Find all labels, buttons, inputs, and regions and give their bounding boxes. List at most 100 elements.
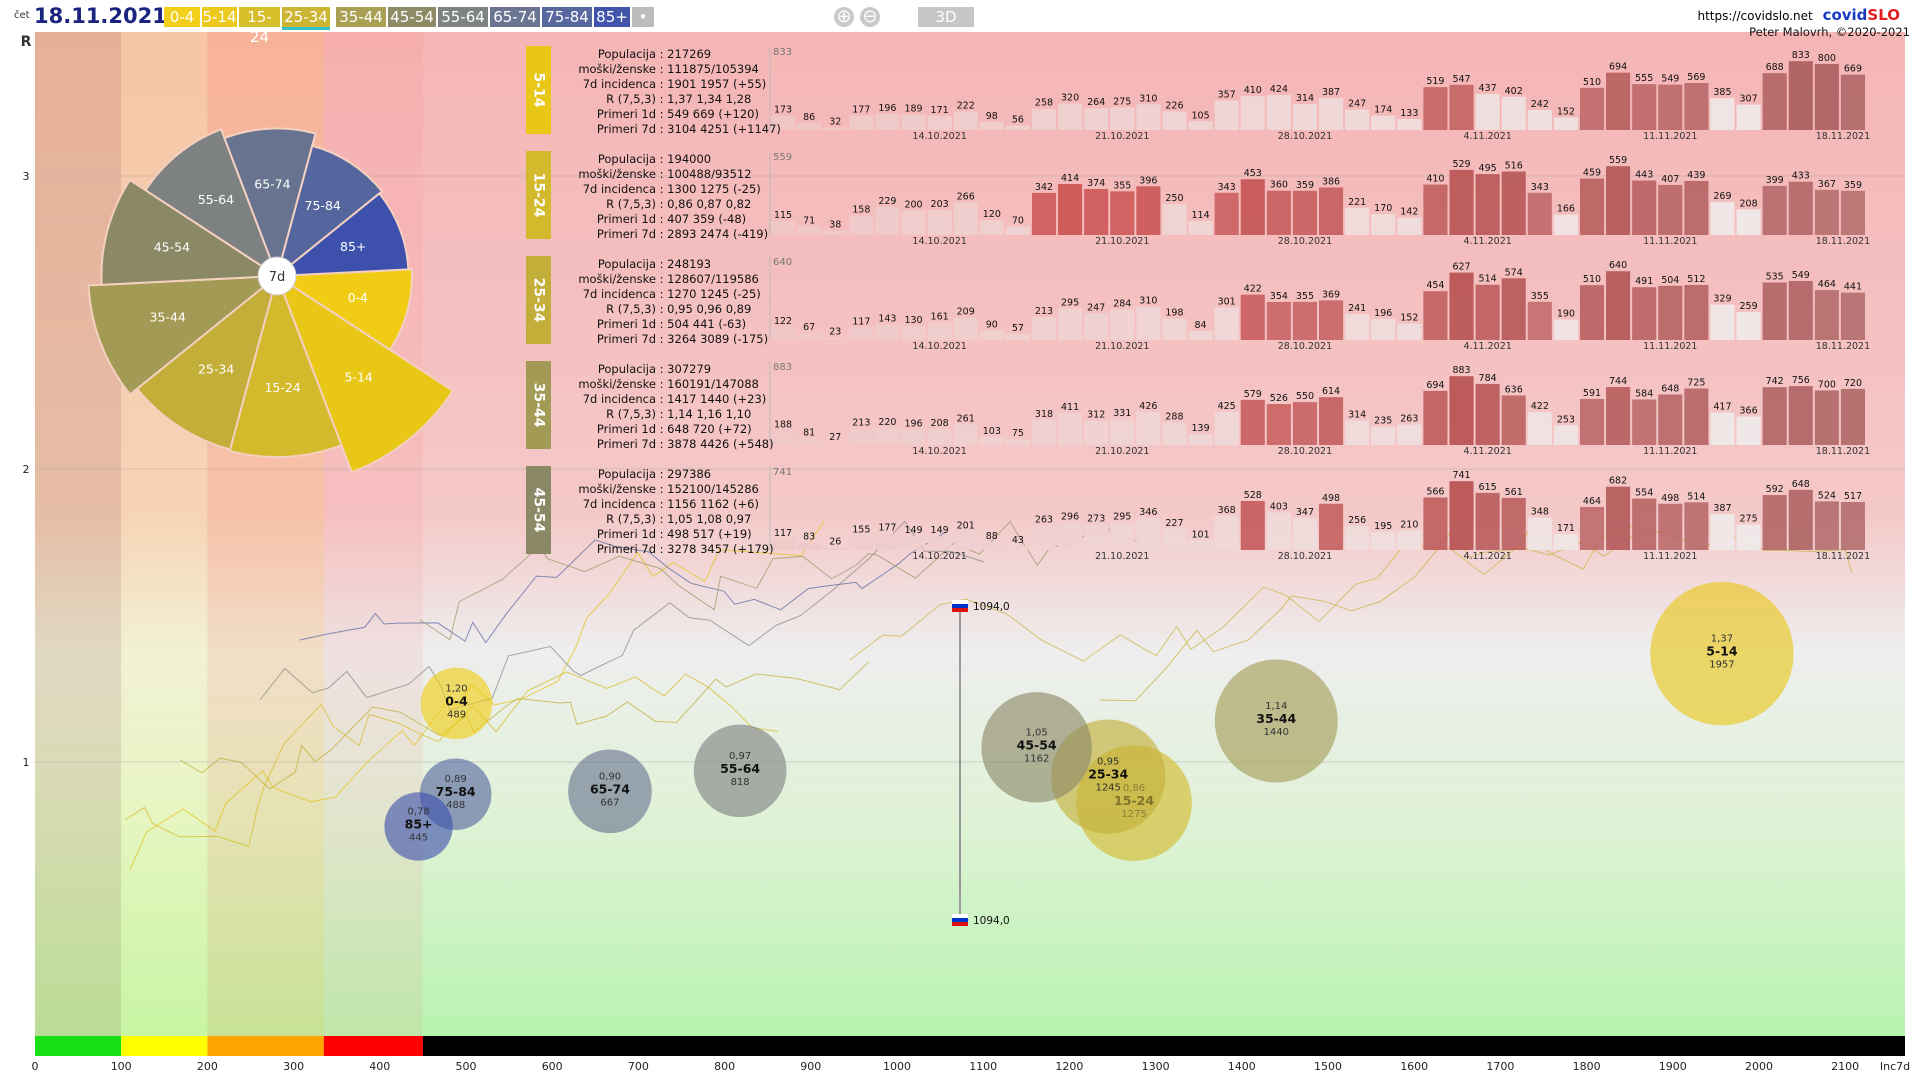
panel-tab-35-44[interactable]: 35-44 <box>526 361 551 449</box>
age-button-0-4[interactable]: 0-4 <box>164 7 200 27</box>
zoom-out-icon[interactable]: ⊖ <box>860 7 880 27</box>
x-tick-label: 400 <box>369 1060 390 1073</box>
panel-bar <box>1214 515 1239 550</box>
panel-bar <box>875 324 900 340</box>
panel-bar-label: 402 <box>1505 86 1523 97</box>
panel-bar <box>797 122 822 130</box>
panel-bar-label: 742 <box>1766 376 1784 387</box>
info-value: : 0,95 0,96 0,89 <box>656 302 752 316</box>
panel-bar <box>1658 394 1683 445</box>
site-url[interactable]: https://covidslo.net <box>1697 9 1813 23</box>
pie-center <box>257 256 297 296</box>
panel-bar-label: 88 <box>986 531 998 542</box>
panel-bar-label: 566 <box>1426 486 1444 497</box>
panel-date-label: 14.10.2021 <box>912 551 966 562</box>
panel-bar <box>1397 217 1422 235</box>
panel-bar <box>901 429 926 445</box>
panel-date-label: 11.11.2021 <box>1643 236 1697 247</box>
btn-3d[interactable]: 3D <box>918 7 974 27</box>
panel-bar-label: 343 <box>1531 182 1549 193</box>
threshold-bar-segment <box>422 1036 1905 1056</box>
panel-bar <box>1110 309 1135 340</box>
panel-bar-label: 535 <box>1766 271 1784 282</box>
panel-bar-label: 424 <box>1270 84 1288 95</box>
panel-bar <box>1084 108 1109 130</box>
panel-tab-15-24[interactable]: 15-24 <box>526 151 551 239</box>
y-tick-label: 1 <box>23 756 30 769</box>
age-button-35-44[interactable]: 35-44 <box>336 7 386 27</box>
panel-info-row: Primeri 1d : 498 517 (+19) <box>548 527 774 542</box>
info-label: 7d incidenca <box>582 392 656 406</box>
info-label: moški/ženske <box>578 167 656 181</box>
panel-bar-label: 208 <box>1740 198 1758 209</box>
panel-bar <box>797 226 822 235</box>
panel-bar-label: 314 <box>1348 410 1366 421</box>
age-button-65-74[interactable]: 65-74 <box>490 7 540 27</box>
panel-bar-label: 519 <box>1426 76 1444 87</box>
bubble-45-54 <box>981 692 1092 803</box>
panel-chart-25-34: 640 122 67 23 117 143 130 161 209 90 57 213 295 247 28… <box>769 256 1870 352</box>
age-button-45-54[interactable]: 45-54 <box>388 7 436 27</box>
panel-bar-label: 190 <box>1557 309 1575 320</box>
panel-bar <box>1553 534 1578 550</box>
panel-date-label: 14.10.2021 <box>912 341 966 352</box>
age-button-55-64[interactable]: 55-64 <box>438 7 488 27</box>
zoom-in-icon[interactable]: ⊕ <box>834 7 854 27</box>
trajectory-line <box>259 520 985 711</box>
pie-slice-label: 0-4 <box>348 290 368 305</box>
brand-slo[interactable]: SLO <box>1867 6 1900 24</box>
x-tick-label: 0 <box>32 1060 39 1073</box>
panel-tab-25-34[interactable]: 25-34 <box>526 256 551 344</box>
panel-bar-label: 320 <box>1061 93 1079 104</box>
info-value: : 1,05 1,08 0,97 <box>656 512 752 526</box>
age-button-25-34[interactable]: 25-34 <box>282 7 330 30</box>
age-button-all[interactable]: • <box>632 7 654 27</box>
panel-info-row: R (7,5,3) : 1,14 1,16 1,10 <box>548 407 774 422</box>
age-button-15-24[interactable]: 15-24 <box>239 7 280 46</box>
info-label: moški/ženske <box>578 62 656 76</box>
panel-bar-label: 117 <box>852 316 870 327</box>
x-tick-label: 2000 <box>1745 1060 1773 1073</box>
panel-bar <box>901 536 926 550</box>
panel-bar-label: 510 <box>1583 77 1601 88</box>
panel-bar-label: 43 <box>1012 535 1024 546</box>
panel-bar-label: 682 <box>1609 476 1627 487</box>
info-value: : 297386 <box>656 467 712 481</box>
panel-bar-label: 27 <box>829 432 841 443</box>
brand-covid[interactable]: covid <box>1822 6 1868 24</box>
panel-bar <box>1345 207 1370 235</box>
panel-tab-5-14[interactable]: 5-14 <box>526 46 551 134</box>
panel-bar <box>849 215 874 235</box>
bubble-inc-label: 445 <box>409 832 428 843</box>
panel-bar-label: 98 <box>986 111 998 122</box>
panel-bar <box>1084 188 1109 235</box>
trajectory-line <box>179 661 870 790</box>
age-button-75-84[interactable]: 75-84 <box>542 7 592 27</box>
panel-info-row: Primeri 1d : 504 441 (-63) <box>548 317 768 332</box>
panel-bar-label: 188 <box>774 419 792 430</box>
panel-bar <box>771 115 796 130</box>
panel-bar <box>1710 98 1735 130</box>
panel-bar-label: 459 <box>1583 168 1601 179</box>
panel-bar <box>1475 383 1500 445</box>
info-value: : 498 517 (+19) <box>656 527 752 541</box>
info-label: 7d incidenca <box>582 287 656 301</box>
panel-bar <box>849 115 874 130</box>
panel-bar-label: 247 <box>1348 99 1366 110</box>
age-button-5-14[interactable]: 5-14 <box>202 7 237 27</box>
panel-bar <box>1553 425 1578 445</box>
panel-bar-label: 261 <box>957 414 975 425</box>
panel-tab-45-54[interactable]: 45-54 <box>526 466 551 554</box>
age-button-85+[interactable]: 85+ <box>594 7 630 27</box>
panel-bar-label: 155 <box>852 525 870 536</box>
date-label[interactable]: 18.11.2021 <box>34 4 167 28</box>
panel-bar <box>1371 214 1396 235</box>
pie-center-label: 7d <box>269 270 286 285</box>
pie-slice-75-84 <box>275 144 384 279</box>
panel-bar <box>1319 300 1344 340</box>
panel-bar-label: 166 <box>1557 204 1575 215</box>
panel-bar <box>1058 308 1083 340</box>
panel-bar <box>901 210 926 235</box>
panel-bar <box>1553 319 1578 340</box>
